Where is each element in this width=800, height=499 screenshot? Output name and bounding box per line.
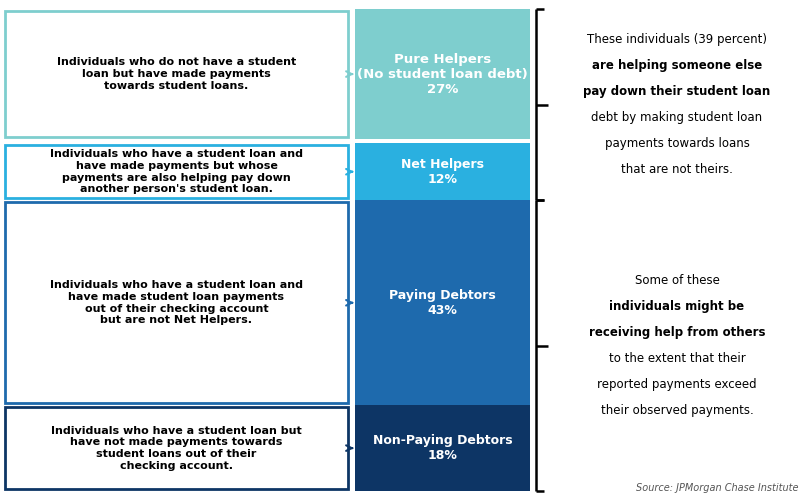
- Bar: [5, 145, 348, 198]
- Bar: [5, 407, 348, 489]
- Text: Individuals who have a student loan but
have not made payments towards
student l: Individuals who have a student loan but …: [51, 426, 302, 471]
- Text: debt by making student loan: debt by making student loan: [591, 111, 762, 124]
- Text: Some of these: Some of these: [634, 274, 719, 287]
- Text: Individuals who have a student loan and
have made payments but whose
payments ar: Individuals who have a student loan and …: [50, 149, 303, 194]
- Text: their observed payments.: their observed payments.: [601, 404, 754, 417]
- Bar: [355, 143, 530, 200]
- Text: Individuals who do not have a student
loan but have made payments
towards studen: Individuals who do not have a student lo…: [57, 57, 296, 91]
- Text: Paying Debtors
43%: Paying Debtors 43%: [389, 289, 496, 317]
- Bar: [355, 405, 530, 491]
- Bar: [355, 200, 530, 405]
- Text: to the extent that their: to the extent that their: [609, 352, 746, 365]
- Bar: [355, 9, 530, 139]
- Bar: [5, 202, 348, 403]
- Text: Non-Paying Debtors
18%: Non-Paying Debtors 18%: [373, 434, 512, 462]
- Text: individuals might be: individuals might be: [610, 300, 745, 313]
- Text: These individuals (39 percent): These individuals (39 percent): [587, 33, 767, 46]
- Text: Individuals who have a student loan and
have made student loan payments
out of t: Individuals who have a student loan and …: [50, 280, 303, 325]
- Text: Net Helpers
12%: Net Helpers 12%: [401, 158, 484, 186]
- Text: Pure Helpers
(No student loan debt)
27%: Pure Helpers (No student loan debt) 27%: [357, 52, 528, 96]
- Text: pay down their student loan: pay down their student loan: [583, 85, 770, 98]
- Text: payments towards loans: payments towards loans: [605, 137, 750, 150]
- Text: receiving help from others: receiving help from others: [589, 326, 766, 339]
- Text: are helping someone else: are helping someone else: [592, 59, 762, 72]
- Text: that are not theirs.: that are not theirs.: [621, 163, 733, 176]
- Text: Source: JPMorgan Chase Institute: Source: JPMorgan Chase Institute: [635, 483, 798, 493]
- Bar: [5, 11, 348, 137]
- Text: reported payments exceed: reported payments exceed: [597, 378, 757, 391]
